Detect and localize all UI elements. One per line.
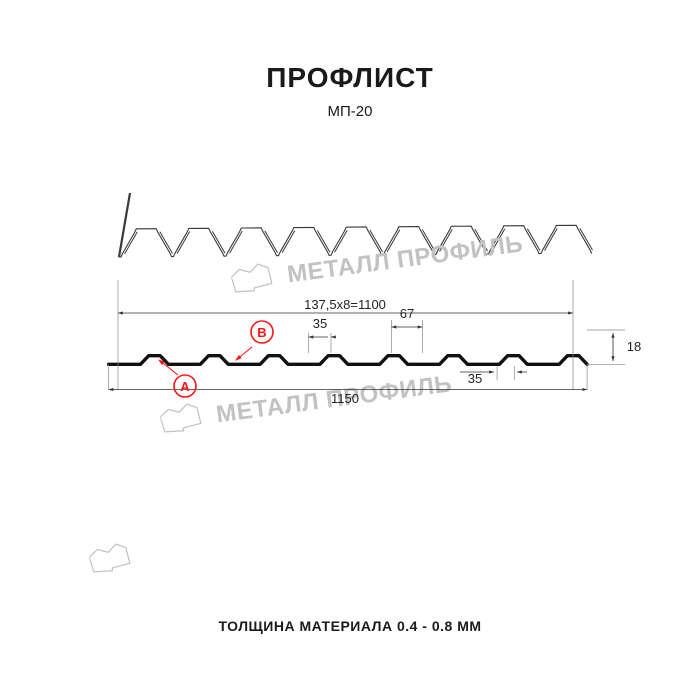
svg-text:67: 67 bbox=[400, 306, 414, 321]
svg-text:1150: 1150 bbox=[331, 391, 359, 406]
svg-text:35: 35 bbox=[313, 316, 327, 331]
svg-text:35: 35 bbox=[468, 371, 482, 386]
svg-text:137,5x8=1100: 137,5x8=1100 bbox=[304, 297, 386, 312]
svg-text:18: 18 bbox=[627, 339, 641, 354]
svg-text:B: B bbox=[257, 325, 266, 340]
svg-text:A: A bbox=[180, 379, 190, 394]
